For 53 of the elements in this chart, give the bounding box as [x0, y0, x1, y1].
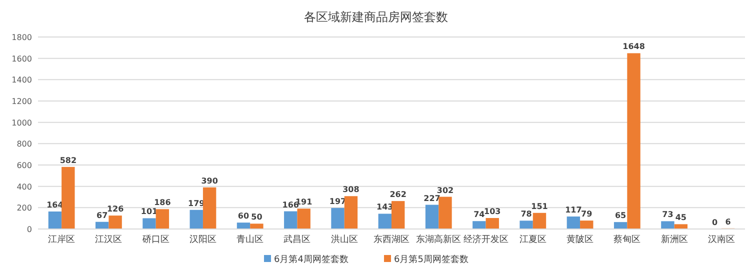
y-tick-label: 0: [26, 225, 32, 234]
data-label: 74: [474, 210, 486, 220]
x-tick-label: 东湖高新区: [416, 234, 462, 245]
y-tick-label: 200: [16, 204, 32, 213]
data-label: 197: [329, 196, 346, 206]
data-label: 79: [581, 210, 593, 219]
x-tick-label: 黄陂区: [566, 234, 594, 245]
legend-label: 6月第4周网签套数: [274, 254, 348, 265]
y-tick-label: 1800: [12, 33, 32, 42]
x-tick-label: 东西湖区: [374, 234, 410, 245]
data-label: 582: [60, 156, 77, 165]
data-label: 262: [390, 190, 406, 200]
x-tick-label: 江汉区: [95, 234, 122, 245]
x-tick-label: 洪山区: [330, 234, 358, 245]
x-tick-label: 江夏区: [519, 234, 546, 245]
data-label: 45: [675, 213, 687, 222]
x-tick-label: 新洲区: [660, 234, 688, 245]
x-tick-label: 硚口区: [141, 234, 170, 245]
data-label: 60: [238, 212, 250, 221]
x-tick-label: 汉南区: [708, 234, 735, 245]
data-label: 117: [565, 206, 582, 215]
data-label: 65: [615, 211, 627, 220]
data-label: 227: [424, 194, 440, 203]
x-tick-label: 蔡甸区: [614, 234, 641, 245]
x-tick-label: 青山区: [236, 234, 264, 245]
y-tick-label: 1200: [12, 97, 32, 106]
y-tick-label: 1600: [12, 54, 32, 64]
y-tick-label: 600: [16, 161, 32, 170]
x-tick-label: 汉阳区: [189, 234, 216, 245]
data-label: 186: [154, 198, 172, 208]
data-label: 308: [342, 185, 360, 194]
data-label: 126: [106, 204, 124, 214]
legend-label: 6月第5周网签套数: [394, 254, 468, 265]
data-label: 302: [436, 186, 454, 195]
title: 各区域新建商品房网签套数: [304, 10, 448, 24]
data-label: 6: [725, 217, 732, 226]
data-label: 103: [484, 207, 501, 216]
y-tick-label: 400: [16, 182, 32, 192]
data-label: 73: [662, 210, 674, 220]
x-tick-label: 江岸区: [48, 234, 76, 245]
data-label: 0: [712, 218, 718, 227]
data-label: 101: [140, 207, 158, 216]
data-label: 78: [520, 210, 532, 219]
y-tick-label: 1400: [12, 76, 32, 85]
data-label: 151: [531, 202, 548, 211]
data-label: 50: [251, 212, 263, 222]
data-label: 390: [201, 176, 218, 186]
x-tick-label: 武昌区: [284, 234, 311, 245]
x-tick-label: 经济开发区: [463, 234, 508, 245]
y-tick-label: 800: [16, 140, 32, 149]
y-tick-label: 1000: [12, 118, 32, 128]
data-label: 1648: [622, 42, 646, 52]
data-label: 67: [96, 210, 108, 220]
